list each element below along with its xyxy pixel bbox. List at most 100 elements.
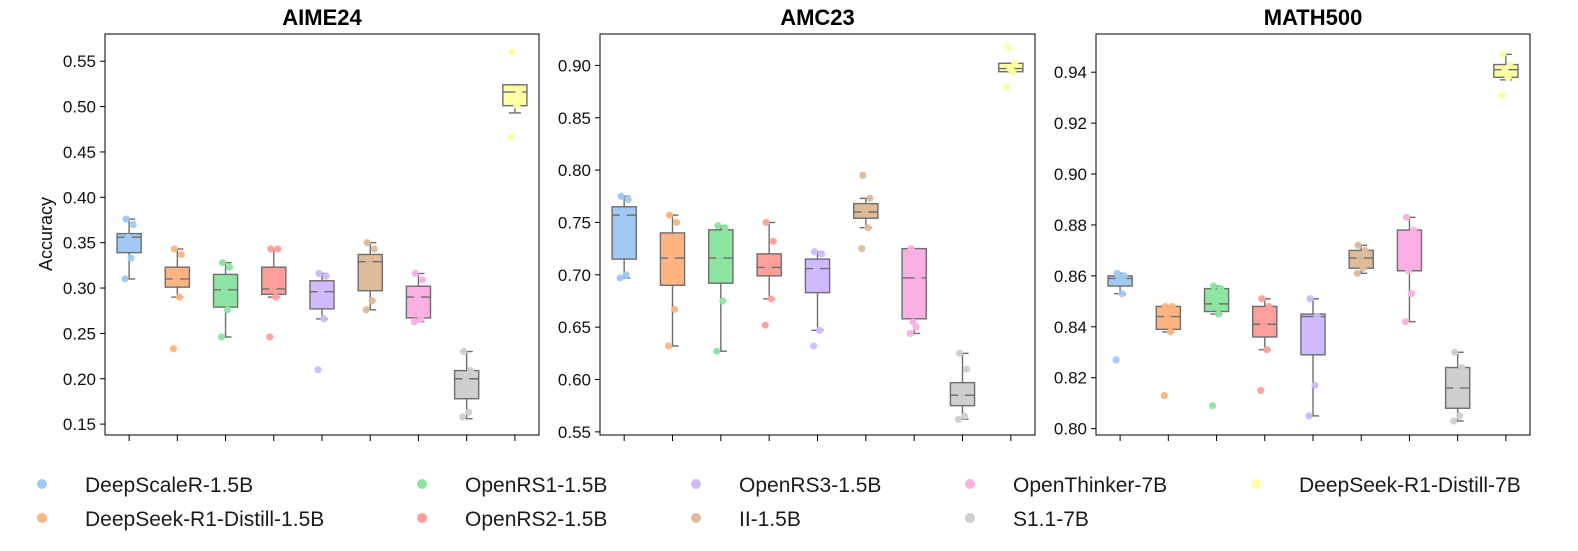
plot-frame <box>104 33 540 436</box>
data-point <box>508 48 516 56</box>
data-point <box>1313 313 1321 321</box>
data-point <box>220 286 229 294</box>
data-point <box>914 274 922 282</box>
data-point <box>1004 44 1012 52</box>
data-point <box>1498 91 1506 99</box>
data-point <box>907 245 915 253</box>
y-tick-label: 0.82 <box>1054 369 1087 388</box>
data-point <box>1209 282 1218 290</box>
data-point <box>1451 348 1459 356</box>
data-point <box>515 88 523 96</box>
legend-marker <box>691 513 701 523</box>
panel-title: AMC23 <box>780 5 855 30</box>
data-point <box>507 133 515 142</box>
data-point <box>129 220 137 229</box>
data-point <box>1407 290 1416 298</box>
data-point <box>169 345 177 353</box>
data-point <box>217 333 226 341</box>
data-point <box>365 258 373 266</box>
y-tick-label: 0.90 <box>1054 165 1087 184</box>
plot-frame <box>599 33 1036 436</box>
data-point <box>1504 73 1512 81</box>
data-point <box>418 276 427 284</box>
data-point <box>274 245 282 253</box>
data-point <box>1211 300 1220 308</box>
legend-item-openrs1-1-5b: OpenRS1-1.5B <box>417 474 607 497</box>
y-tick-label: 0.80 <box>1054 420 1087 439</box>
y-tick-label: 0.20 <box>63 370 96 389</box>
box-deepscaler-1-5b <box>1107 269 1133 364</box>
box-ii-1-5b <box>1348 241 1374 277</box>
legend-label: OpenRS3-1.5B <box>739 474 881 497</box>
box-deepseek-r1-distill-7b <box>502 48 528 142</box>
box-openthinker-7b <box>1396 213 1423 326</box>
data-point <box>460 347 468 356</box>
box-iqr <box>901 247 927 320</box>
data-point <box>1506 60 1514 69</box>
data-point <box>906 329 914 338</box>
box-ii-1-5b <box>357 239 383 314</box>
y-tick-label: 0.60 <box>558 371 591 390</box>
y-tick-label: 0.92 <box>1054 114 1087 133</box>
box-deepseek-r1-distill-1-5b <box>659 211 686 350</box>
data-point <box>1361 246 1369 255</box>
data-point <box>513 102 521 110</box>
data-point <box>665 211 674 219</box>
data-point <box>719 297 727 305</box>
data-point <box>225 263 234 271</box>
data-point <box>817 250 826 258</box>
data-point <box>122 215 130 223</box>
panel-title: AIME24 <box>282 5 362 30</box>
legend-marker <box>37 513 47 523</box>
box-openthinker-7b <box>405 269 432 326</box>
data-point <box>954 415 963 423</box>
data-point <box>670 305 679 313</box>
box-openrs2-1-5b <box>261 245 287 341</box>
box-iqr <box>116 232 142 254</box>
box-openthinker-7b <box>901 245 927 338</box>
legend-label: II-1.5B <box>739 508 801 531</box>
data-point <box>1258 295 1266 303</box>
data-point <box>510 93 518 102</box>
box-deepscaler-1-5b <box>611 192 637 282</box>
data-point <box>622 271 630 279</box>
y-tick-label: 0.40 <box>63 188 96 207</box>
box-openrs3-1-5b <box>309 269 335 374</box>
data-point <box>127 254 135 262</box>
legend: DeepScaleR-1.5B DeepSeek-R1-Distill-1.5B O… <box>37 474 1521 531</box>
data-point <box>762 218 770 227</box>
box-iqr <box>804 258 831 294</box>
data-point <box>1356 254 1364 262</box>
data-point <box>859 171 867 179</box>
legend-item-ii-1-5b: II-1.5B <box>691 508 801 531</box>
data-point <box>1003 83 1011 91</box>
data-point <box>1353 269 1361 277</box>
data-point <box>1305 412 1313 420</box>
box-deepseek-r1-distill-1-5b <box>164 245 191 353</box>
panel-math500: MATH500 0.80 0.82 0.84 0.86 0.88 0.90 0.92 0.94 <box>1054 5 1531 441</box>
data-point <box>272 293 280 301</box>
data-point <box>809 342 818 350</box>
box-deepscaler-1-5b <box>116 215 142 283</box>
data-point <box>320 315 328 323</box>
data-point <box>266 333 274 341</box>
box-iqr <box>1300 313 1326 356</box>
y-tick-label: 0.55 <box>63 52 96 71</box>
y-tick-label: 0.75 <box>558 213 591 232</box>
box-deepseek-r1-distill-7b <box>1493 50 1519 99</box>
y-tick-label: 0.86 <box>1054 267 1087 286</box>
data-point <box>1112 356 1120 364</box>
data-point <box>370 245 378 253</box>
legend-marker <box>965 479 975 489</box>
legend-label: OpenRS2-1.5B <box>465 508 607 531</box>
legend-label: DeepSeek-R1-Distill-1.5B <box>85 508 324 531</box>
data-point <box>769 237 777 245</box>
box-openrs2-1-5b <box>1252 295 1278 395</box>
data-point <box>815 326 824 334</box>
data-point <box>1115 274 1123 283</box>
box-deepseek-r1-distill-1-5b <box>1155 302 1182 400</box>
y-tick-label: 0.30 <box>63 279 96 298</box>
data-point <box>667 254 676 262</box>
data-point <box>1311 381 1319 389</box>
y-tick-label: 0.84 <box>1054 318 1087 337</box>
